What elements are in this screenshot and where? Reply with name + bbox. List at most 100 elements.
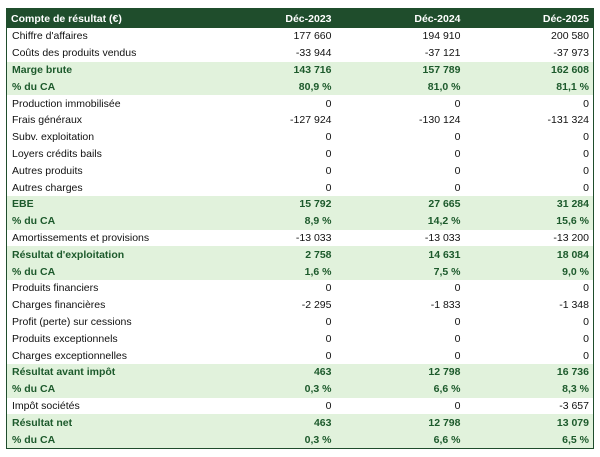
table-row: Coûts des produits vendus -33 944 -37 121 -… <box>7 45 594 62</box>
value-cell: 18 084 <box>464 246 594 264</box>
value-cell: 0 <box>583 332 589 345</box>
value-cell: -1 833 <box>430 299 461 312</box>
value-cell: 12 798 <box>335 363 465 381</box>
value-cell: 0,3 % <box>206 380 336 398</box>
value-cell: 0 <box>583 164 589 177</box>
value-cell: 0 <box>583 147 589 160</box>
column-header: Déc-2023 <box>206 8 336 28</box>
row-label: Produits exceptionnels <box>12 332 118 345</box>
row-label: Subv. exploitation <box>12 131 95 144</box>
value-cell: 0 <box>454 181 461 194</box>
value-cell: 0 <box>454 131 461 144</box>
value-cell: 15 792 <box>206 195 336 213</box>
table-row: Résultat avant impôt 463 12 798 16 736 <box>6 363 594 381</box>
value-cell: 14 631 <box>335 246 465 264</box>
row-label: % du CA <box>6 263 207 280</box>
row-label: Résultat avant impôt <box>6 363 207 381</box>
value-cell: -3 657 <box>559 399 589 412</box>
value-cell: 0 <box>454 97 461 110</box>
table-row: Produits financiers 0 0 0 <box>7 280 594 297</box>
row-label: % du CA <box>6 212 207 230</box>
value-cell: 0,3 % <box>206 431 336 449</box>
table-row: Résultat net 463 12 798 13 079 <box>6 414 594 432</box>
table-row: Production immobilisée 0 0 0 <box>7 95 594 112</box>
row-label: Amortissements et provisions <box>12 231 150 244</box>
table-row: % du CA 8,9 % 14,2 % 15,6 % <box>6 212 594 230</box>
value-cell: 0 <box>454 282 461 295</box>
row-label: Charges financières <box>12 299 106 312</box>
value-cell: -37 121 <box>424 47 461 60</box>
value-cell: 6,6 % <box>335 380 465 398</box>
value-cell: 12 798 <box>335 414 465 432</box>
value-cell: 0 <box>583 97 589 110</box>
column-header: Déc-2024 <box>335 8 465 28</box>
row-label: Marge brute <box>6 61 207 79</box>
row-label: Résultat net <box>6 414 207 432</box>
table-row: Autres charges 0 0 0 <box>7 179 594 196</box>
value-cell: 0 <box>325 332 332 345</box>
value-cell: 81,1 % <box>464 78 594 96</box>
value-cell: 6,6 % <box>335 431 465 449</box>
table-row: Amortissements et provisions -13 033 -13 0… <box>7 230 594 247</box>
value-cell: -33 944 <box>295 47 332 60</box>
value-cell: 200 580 <box>551 30 589 43</box>
value-cell: 0 <box>325 349 332 362</box>
row-label: Chiffre d'affaires <box>12 30 88 43</box>
row-label: % du CA <box>6 78 207 96</box>
value-cell: 463 <box>206 363 336 381</box>
row-label: Loyers crédits bails <box>12 147 102 160</box>
value-cell: 31 284 <box>464 195 594 213</box>
value-cell: 143 716 <box>206 61 336 79</box>
value-cell: 0 <box>325 147 332 160</box>
table-row: Subv. exploitation 0 0 0 <box>7 129 594 146</box>
table-row: Marge brute 143 716 157 789 162 608 <box>6 61 594 79</box>
row-label: Coûts des produits vendus <box>12 47 137 60</box>
table-row: EBE 15 792 27 665 31 284 <box>6 195 594 213</box>
row-label: % du CA <box>6 380 207 398</box>
row-label: Autres produits <box>12 164 83 177</box>
value-cell: 15,6 % <box>464 212 594 230</box>
table-row: Profit (perte) sur cessions 0 0 0 <box>7 314 594 331</box>
table-row: Charges financières -2 295 -1 833 -1 348 <box>7 297 594 314</box>
value-cell: 8,9 % <box>206 212 336 230</box>
row-label: Autres charges <box>12 181 83 194</box>
table-row: % du CA 80,9 % 81,0 % 81,1 % <box>6 78 594 96</box>
value-cell: 27 665 <box>335 195 465 213</box>
value-cell: 14,2 % <box>335 212 465 230</box>
value-cell: -1 348 <box>559 299 589 312</box>
value-cell: 7,5 % <box>335 263 465 280</box>
row-label: EBE <box>6 195 207 213</box>
table-row: Chiffre d'affaires 177 660 194 910 200 580 <box>7 28 594 45</box>
column-header: Déc-2025 <box>464 8 594 28</box>
value-cell: 0 <box>454 332 461 345</box>
table-row: Impôt sociétés 0 0 -3 657 <box>7 398 594 415</box>
table-row: Résultat d'exploitation 2 758 14 631 18 084 <box>6 246 594 264</box>
row-label: Profit (perte) sur cessions <box>12 315 132 328</box>
value-cell: 0 <box>454 349 461 362</box>
value-cell: 0 <box>583 349 589 362</box>
table-row: % du CA 0,3 % 6,6 % 8,3 % <box>6 380 594 398</box>
value-cell: 80,9 % <box>206 78 336 96</box>
value-cell: 0 <box>583 282 589 295</box>
value-cell: 6,5 % <box>464 431 594 449</box>
value-cell: 0 <box>325 315 332 328</box>
value-cell: 0 <box>583 131 589 144</box>
value-cell: 0 <box>583 181 589 194</box>
value-cell: 162 608 <box>464 61 594 79</box>
value-cell: 157 789 <box>335 61 465 79</box>
row-label: Frais généraux <box>12 114 83 127</box>
value-cell: 0 <box>325 131 332 144</box>
value-cell: 0 <box>454 399 461 412</box>
value-cell: 9,0 % <box>464 263 594 280</box>
value-cell: 0 <box>325 399 332 412</box>
table-row: Loyers crédits bails 0 0 0 <box>7 146 594 163</box>
table-row: Charges exceptionnelles 0 0 0 <box>7 347 594 364</box>
value-cell: 463 <box>206 414 336 432</box>
row-label: Charges exceptionnelles <box>12 349 127 362</box>
table-row: Autres produits 0 0 0 <box>7 162 594 179</box>
row-label: % du CA <box>6 431 207 449</box>
value-cell: -2 295 <box>301 299 332 312</box>
value-cell: 0 <box>325 164 332 177</box>
value-cell: -131 324 <box>547 114 589 127</box>
value-cell: 0 <box>325 282 332 295</box>
